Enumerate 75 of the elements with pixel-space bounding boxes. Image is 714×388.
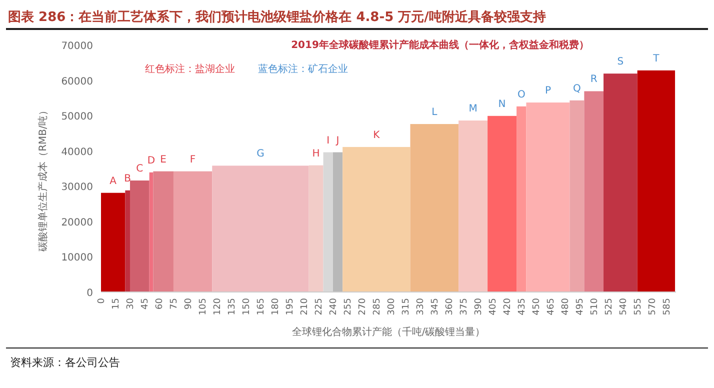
category-label: K [373, 130, 380, 141]
x-tick-label: 195 [285, 298, 296, 316]
x-tick-label: 270 [358, 298, 368, 316]
x-tick-label: 45 [140, 298, 150, 310]
category-label: R [590, 74, 598, 86]
x-tick-label: 420 [502, 298, 513, 316]
category-label: I [326, 135, 330, 146]
annotation: 红色标注：盐湖企业 [145, 63, 235, 75]
category-label: F [190, 154, 196, 166]
y-tick-label: 10000 [61, 252, 93, 264]
x-tick-label: 495 [575, 298, 586, 316]
x-tick-label: 390 [474, 298, 484, 316]
x-tick-label: 30 [126, 298, 136, 310]
x-tick-label: 60 [154, 298, 165, 310]
x-tick-label: 510 [590, 298, 600, 316]
text: 资料来源：各公司公告 [10, 356, 120, 369]
x-tick-label: 330 [416, 298, 426, 316]
category-label: E [160, 154, 166, 166]
x-tick-label: 300 [386, 298, 397, 316]
category-label: O [517, 89, 526, 100]
x-tick-label: 180 [270, 298, 281, 316]
x-tick-label: 285 [372, 298, 382, 316]
category-label: G [256, 148, 264, 160]
x-tick-label: 90 [184, 298, 194, 310]
x-tick-label: 570 [648, 298, 658, 316]
x-tick-label: 225 [314, 298, 324, 316]
y-tick-label: 20000 [61, 217, 93, 228]
x-tick-label: 210 [300, 298, 310, 316]
x-tick-label: 540 [618, 298, 629, 316]
x-tick-label: 480 [560, 298, 571, 316]
x-tick-label: 240 [328, 298, 339, 316]
x-tick-label: 135 [227, 298, 238, 316]
category-label: B [124, 173, 132, 184]
x-tick-label: 15 [111, 298, 122, 310]
category-label: H [312, 148, 320, 160]
category-label: M [468, 104, 478, 115]
category-label: P [544, 86, 551, 97]
x-tick-label: 150 [242, 298, 252, 316]
x-tick-label: 345 [430, 298, 440, 316]
y-tick-label: 40000 [61, 146, 93, 158]
category-label: N [498, 98, 506, 110]
x-tick-label: 105 [198, 298, 208, 316]
x-axis-title: 全球锂化合物累计产能（千吨/碳酸锂当量） [292, 326, 486, 338]
x-tick-label: 450 [532, 298, 542, 316]
category-label: L [432, 107, 438, 118]
y-axis-title: 碳酸锂单位生产成本（RMB/吨） [37, 106, 49, 252]
y-tick-label: 50000 [61, 112, 93, 123]
x-tick-label: 585 [662, 298, 672, 316]
x-tick-label: 525 [604, 298, 614, 316]
category-label: Q [573, 83, 581, 94]
x-tick-label: 315 [401, 298, 412, 316]
y-tick-label: 70000 [61, 41, 93, 52]
chart-subtitle: 2019年全球碳酸锂累计产能成本曲线（一体化，含权益金和税费） [291, 39, 589, 51]
category-label: J [336, 135, 340, 146]
y-tick-label: 60000 [61, 76, 93, 88]
category-label: D [147, 155, 156, 166]
x-tick-label: 255 [343, 298, 354, 316]
x-tick-label: 555 [633, 298, 644, 316]
category-label: A [110, 176, 116, 187]
x-tick-label: 405 [488, 298, 498, 316]
x-tick-label: 465 [546, 298, 556, 316]
category-label: C [136, 163, 144, 174]
annotation: 蓝色标注：矿石企业 [258, 63, 348, 75]
y-tick-label: 30000 [61, 182, 93, 194]
x-tick-label: 435 [517, 298, 528, 316]
x-tick-label: 0 [97, 298, 107, 304]
x-tick-label: 375 [459, 298, 470, 316]
category-label: T [653, 53, 660, 64]
x-tick-label: 120 [212, 298, 223, 316]
category-label: S [617, 56, 624, 68]
x-tick-label: 360 [444, 298, 455, 316]
x-tick-label: 165 [256, 298, 266, 316]
x-tick-label: 75 [169, 298, 180, 310]
y-tick-label: 0 [86, 288, 93, 299]
chart-title: 图表 286：在当前工艺体系下，我们预计电池级锂盐价格在 4.8-5 万元/吨附近具备较强支持 [8, 9, 546, 25]
